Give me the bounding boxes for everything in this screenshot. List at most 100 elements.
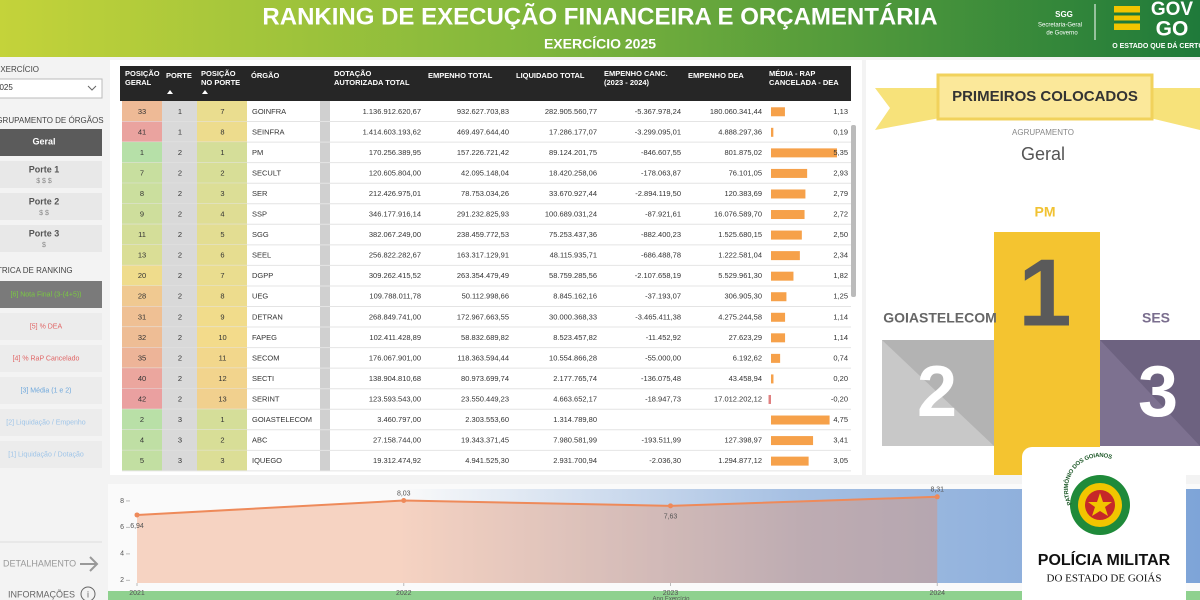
table-cell: -193.511,99 (642, 436, 681, 445)
y-tick-label: 4 (120, 551, 124, 558)
table-cell: 13 (218, 394, 226, 403)
cell-bg (122, 203, 162, 225)
column-header: LIQUIDADO TOTAL (516, 71, 585, 80)
table-cell: 30.000.368,33 (549, 312, 597, 321)
logo-sgg-line: de Governo (1046, 31, 1078, 37)
table-cell: 0,19 (833, 127, 848, 136)
ribbon-tail (1150, 88, 1200, 130)
cell-bg (162, 450, 197, 471)
group-button[interactable] (0, 161, 102, 188)
metric-button[interactable] (0, 409, 102, 436)
column-header: POSIÇÃO (125, 69, 160, 78)
table-cell: 4,75 (833, 415, 848, 424)
table-cell: 2 (178, 148, 182, 157)
table-cell: FAPEG (252, 333, 277, 342)
table-cell: 2 (178, 333, 182, 342)
table-cell: 238.459.772,53 (457, 230, 509, 239)
table-cell: 80.973.699,74 (461, 374, 509, 383)
metric-button[interactable] (0, 377, 102, 404)
cell-bg (122, 244, 162, 266)
sort-icon[interactable] (167, 90, 173, 94)
cell-bg (197, 162, 247, 184)
table-header (120, 66, 851, 101)
table-cell: 157.226.721,42 (457, 148, 509, 157)
group-button[interactable] (0, 129, 102, 156)
table-cell: SEEL (252, 251, 271, 260)
badge-line: DO ESTADO DE GOIÁS (1047, 573, 1162, 585)
point (934, 494, 940, 500)
table-cell: SER (252, 189, 268, 198)
table-cell: 309.262.415,52 (369, 271, 421, 280)
table-cell: 176.067.901,00 (369, 353, 421, 362)
table-cell: 58.832.689,82 (461, 333, 509, 342)
year-dropdown[interactable] (0, 78, 103, 99)
media-bar (771, 251, 800, 261)
cell-bg (162, 224, 197, 245)
metric-button[interactable] (0, 441, 102, 468)
podium-group-label: AGRUPAMENTO (1012, 128, 1074, 137)
table-cell: 19.312.474,92 (373, 456, 421, 465)
column-header: (2023 - 2024) (604, 78, 650, 87)
group-label: Porte 1 (29, 164, 60, 174)
table-cell: 0,74 (833, 353, 848, 362)
page-subtitle: EXERCÍCIO 2025 (544, 36, 656, 52)
table-cell: 263.354.479,49 (457, 271, 509, 280)
cell-bg (162, 306, 197, 328)
metric-button[interactable] (0, 345, 102, 372)
table-cell: -2.894.119,50 (635, 189, 681, 198)
table-cell: 2 (178, 292, 182, 301)
info-icon[interactable] (80, 586, 96, 600)
cell-bg (197, 101, 247, 122)
cell-bg (162, 244, 197, 266)
point (668, 503, 673, 509)
cell-bg (162, 142, 197, 163)
cell-bg (197, 244, 247, 266)
table-cell: GOINFRA (252, 107, 286, 116)
table-cell: 3 (220, 456, 224, 465)
table-cell: 3 (178, 456, 182, 465)
table-cell: 120.383,69 (724, 189, 762, 198)
scrollbar[interactable] (851, 125, 856, 297)
table-cell: 12 (218, 374, 226, 383)
sort-icon[interactable] (202, 90, 208, 94)
table-cell: 123.593.543,00 (369, 394, 421, 403)
media-bar (771, 456, 809, 466)
table-cell: 127.398,97 (724, 436, 762, 445)
second-shade (882, 340, 994, 446)
cell-bg (197, 121, 247, 143)
table-cell: 27.623,29 (729, 333, 762, 342)
table-cell: 17.012.202,12 (714, 394, 762, 403)
group-button[interactable] (0, 193, 102, 220)
table-cell: 138.904.810,68 (369, 374, 421, 383)
table-cell: -2.036,30 (649, 456, 681, 465)
emblem-star (1088, 493, 1112, 516)
table-cell: -37.193,07 (645, 292, 681, 301)
table-cell: 1,25 (833, 292, 848, 301)
metric-button[interactable] (0, 313, 102, 340)
column-header: ÓRGÃO (251, 71, 280, 80)
table-cell: 2 (178, 189, 182, 198)
table-cell: DETRAN (252, 312, 283, 321)
cell-bg (162, 429, 197, 451)
table-cell: 13 (138, 251, 146, 260)
table-cell: 2 (178, 210, 182, 219)
logo-slogan: O ESTADO QUE DÁ CERTO (1112, 41, 1200, 50)
table-cell: 382.067.249,00 (369, 230, 421, 239)
cell-bg (197, 306, 247, 328)
table-cell: 346.177.916,14 (369, 210, 421, 219)
table-cell: UEG (252, 292, 268, 301)
line (136, 495, 938, 516)
cell-bg (162, 368, 197, 389)
cell-bg (197, 142, 247, 163)
table-cell: ABC (252, 436, 268, 445)
table-cell: 172.967.663,55 (457, 312, 509, 321)
table-cell: 76.101,05 (729, 168, 762, 177)
metric-button[interactable] (0, 281, 102, 308)
table-cell: 6 (220, 251, 224, 260)
media-bar (771, 292, 787, 302)
group-button[interactable] (0, 225, 102, 252)
trend-chart: 2 4 6 8 2021 2022 2023 2024 Ano Exercício 6,94 8,0… (108, 484, 1200, 600)
table-cell: 33.670.927,44 (549, 189, 597, 198)
table-cell: 27.158.744,00 (373, 436, 421, 445)
